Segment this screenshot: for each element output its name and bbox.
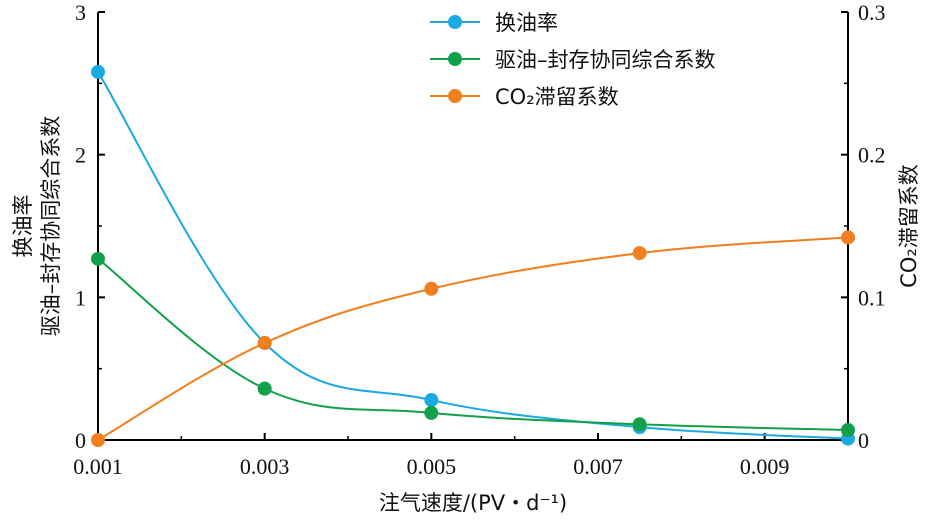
series-point-2 xyxy=(424,405,439,420)
series-point-2 xyxy=(257,381,272,396)
series-line-1 xyxy=(97,71,849,440)
series-line-2 xyxy=(97,258,849,432)
legend-label-3: CO₂滞留系数 xyxy=(495,85,619,109)
x-axis-title: 注气速度/(PV・d⁻¹) xyxy=(379,491,567,515)
y-left-tick-label: 2 xyxy=(75,143,86,168)
legend-label-1: 换油率 xyxy=(495,11,558,35)
series-point-1 xyxy=(424,393,439,408)
y-right-tick-label: 0.1 xyxy=(858,285,886,310)
y-right-tick-label: 0.3 xyxy=(858,0,886,25)
y-right-tick-label: 0 xyxy=(858,428,869,453)
y-left-tick-label: 3 xyxy=(75,0,86,25)
legend-label-2: 驱油–封存协同综合系数 xyxy=(495,48,716,72)
series-point-3 xyxy=(424,281,439,296)
y-left-tick-label: 1 xyxy=(75,285,86,310)
y-left-axis-title-line1: 换油率 xyxy=(11,195,35,258)
series-layer xyxy=(91,64,855,447)
legend-marker-2 xyxy=(448,52,462,66)
series-point-2 xyxy=(632,417,647,432)
y-right-tick-label: 0.2 xyxy=(858,143,886,168)
y-left-tick-label: 0 xyxy=(75,428,86,453)
ticks-layer: 0.001 0.003 0.005 0.007 0.009 0 1 2 3 0 0.1 0.2 0.3 xyxy=(73,0,885,479)
series-point-3 xyxy=(841,230,855,245)
series-point-2 xyxy=(91,251,105,266)
x-tick-label: 0.001 xyxy=(73,454,123,479)
series-point-3 xyxy=(632,246,647,261)
x-tick-label: 0.007 xyxy=(573,454,623,479)
series-line-3 xyxy=(97,236,849,441)
x-tick-label: 0.005 xyxy=(407,454,457,479)
series-point-3 xyxy=(257,335,272,350)
x-tick-label: 0.003 xyxy=(240,454,290,479)
x-tick-label: 0.009 xyxy=(740,454,790,479)
series-point-2 xyxy=(841,423,855,438)
y-right-axis-title: CO₂滞留系数 xyxy=(897,164,921,288)
legend-marker-1 xyxy=(448,15,462,29)
series-point-3 xyxy=(91,433,105,447)
series-point-1 xyxy=(91,64,105,79)
y-left-axis-title-line2: 驱油–封存协同综合系数 xyxy=(39,116,63,337)
legend-marker-3 xyxy=(448,89,462,103)
